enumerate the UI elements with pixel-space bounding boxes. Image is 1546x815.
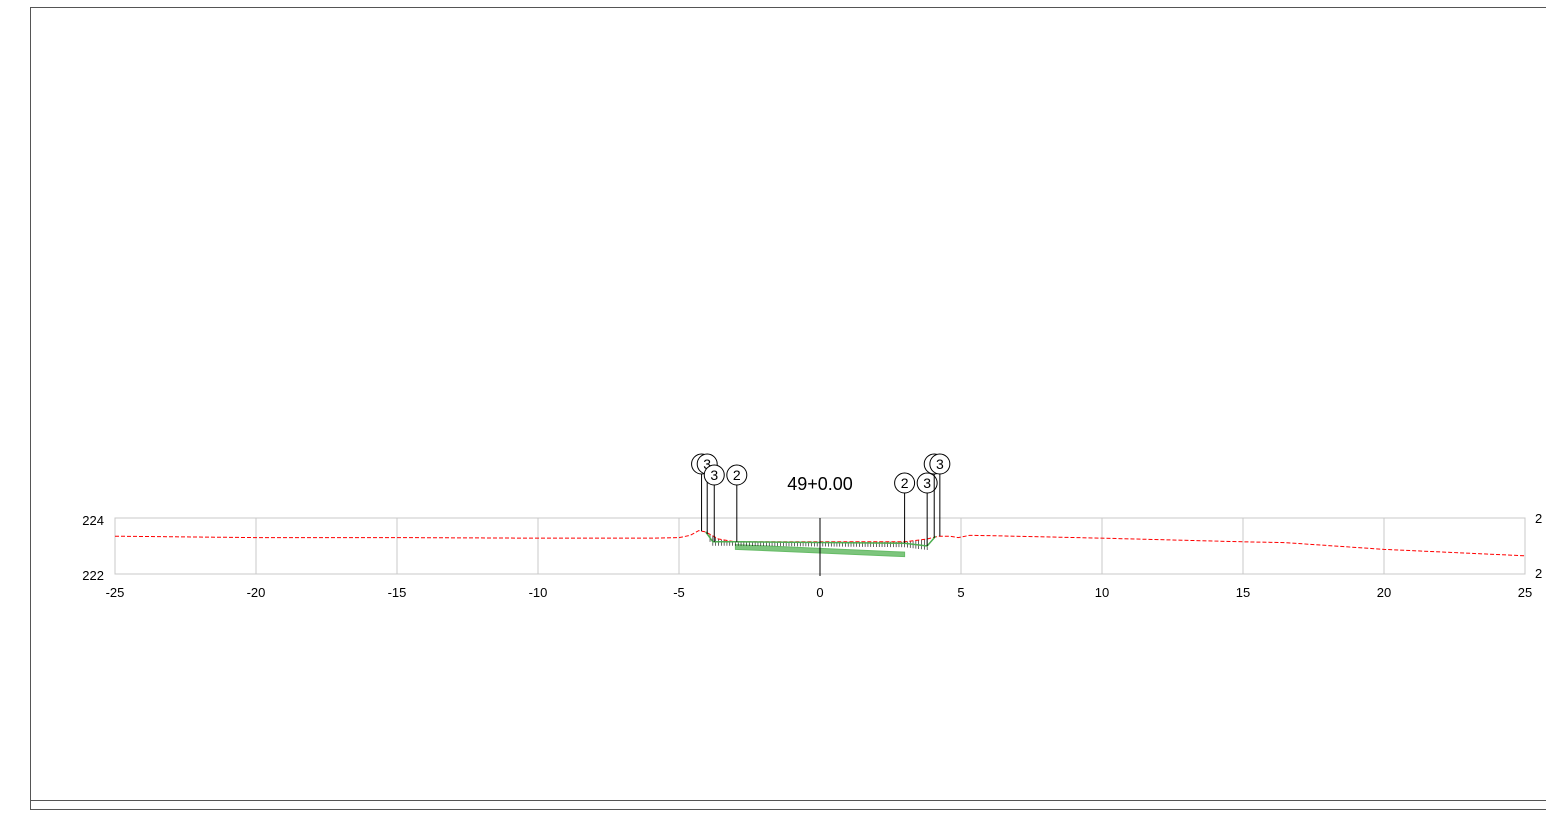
callout-label: 2 (733, 467, 741, 483)
offset-tick-label: -5 (673, 585, 685, 600)
offset-tick-label: 10 (1095, 585, 1109, 600)
sheet-border (31, 8, 1546, 810)
callout: 2 (895, 473, 915, 543)
callout-label: 3 (710, 467, 718, 483)
axis-labels: -25 -20 -15 -10 -5 0 5 10 15 20 25 (106, 585, 1533, 600)
offset-tick-label: 5 (957, 585, 964, 600)
elevation-label-top-right: 2 (1535, 511, 1542, 526)
elevation-label-bottom-left: 222 (82, 568, 104, 583)
callout-label: 3 (923, 475, 931, 491)
design-surface-line (706, 532, 936, 546)
offset-tick-label: -10 (529, 585, 548, 600)
offset-tick-label: 15 (1236, 585, 1250, 600)
offset-tick-label: 25 (1518, 585, 1532, 600)
callout: 3 (930, 454, 950, 536)
offset-tick-label: -25 (106, 585, 125, 600)
callout-label: 2 (901, 475, 909, 491)
callout-label: 3 (936, 456, 944, 472)
elevation-label-bottom-right: 2 (1535, 566, 1542, 581)
offset-tick-label: 20 (1377, 585, 1391, 600)
station-label: 49+0.00 (787, 474, 853, 494)
offset-tick-label: -20 (247, 585, 266, 600)
point-code-callouts: 33322333 (692, 454, 950, 546)
callout: 2 (727, 465, 747, 542)
offset-tick-label: 0 (816, 585, 823, 600)
offset-tick-label: -15 (388, 585, 407, 600)
elevation-label-top-left: 224 (82, 513, 104, 528)
